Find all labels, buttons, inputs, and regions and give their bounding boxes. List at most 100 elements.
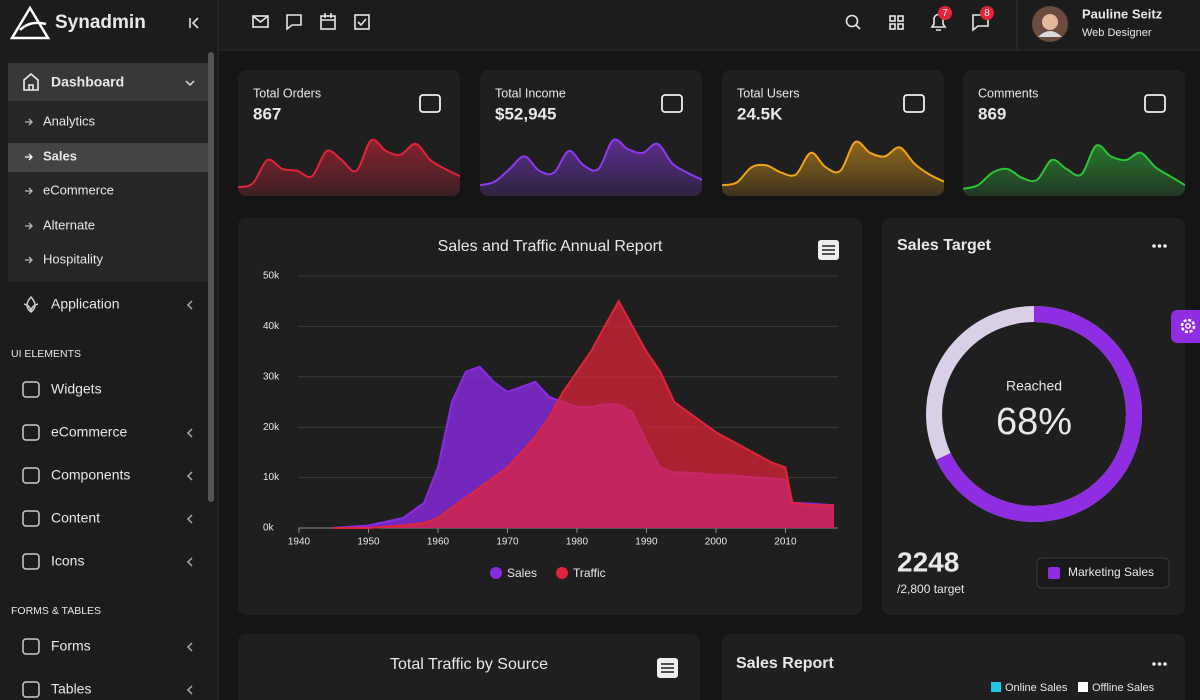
more-button[interactable] (1152, 244, 1167, 248)
sparkline (722, 140, 944, 196)
stat-icon (419, 94, 441, 113)
search-icon[interactable] (845, 14, 859, 28)
home-icon (23, 72, 39, 91)
arrow-icon (25, 256, 33, 264)
dot (1152, 662, 1156, 666)
menu-icon (22, 381, 40, 398)
gauge-value: 68% (996, 401, 1072, 443)
y-tick-label: 40k (263, 321, 280, 332)
menu-icon (22, 424, 40, 441)
menu-label[interactable]: Forms (51, 638, 91, 654)
apps-icon[interactable] (889, 15, 896, 22)
menu-label[interactable]: Components (51, 467, 130, 483)
area-line (333, 299, 835, 529)
chevron (185, 80, 195, 87)
submenu-label[interactable]: Sales (43, 148, 77, 163)
stat-icon (903, 94, 925, 113)
submenu-label[interactable]: Hospitality (43, 251, 103, 266)
arrow-icon (25, 222, 33, 230)
sparkline-area (963, 145, 1185, 196)
x-tick-label: 2000 (705, 537, 728, 548)
menu-active[interactable] (8, 63, 208, 101)
arrow-icon (25, 153, 33, 161)
menu-icon (22, 467, 40, 484)
badge (980, 6, 994, 20)
todo-check (357, 18, 367, 27)
stat-value: $52,945 (495, 104, 556, 123)
chat-icon[interactable] (286, 14, 302, 31)
scrollbar[interactable] (208, 52, 214, 502)
sparkline (480, 138, 702, 196)
apps-cell (897, 23, 904, 30)
menu-icon-lines (661, 663, 674, 673)
legend-button[interactable] (1036, 557, 1170, 589)
menu-label[interactable]: Application (51, 296, 120, 312)
x-tick-label: 1990 (635, 537, 658, 548)
chevron (186, 685, 193, 695)
chevron (186, 557, 193, 567)
collapse-button[interactable] (189, 17, 199, 29)
arrow-icon (25, 187, 33, 195)
sparkline (963, 144, 1185, 196)
submenu-label[interactable]: Analytics (43, 113, 96, 128)
legend-swatch (1048, 567, 1060, 579)
app-icon (23, 295, 39, 313)
dot (1163, 662, 1167, 666)
chevron (186, 428, 193, 438)
sparkline-line (238, 138, 460, 188)
legend-label: Offline Sales (1092, 682, 1155, 694)
menu-icon (22, 681, 40, 698)
apps-cell (897, 15, 904, 22)
menu-label[interactable]: Widgets (51, 381, 102, 397)
submenu-active[interactable] (8, 143, 208, 172)
dot (1157, 244, 1162, 248)
logo (9, 5, 51, 40)
chevron (186, 642, 193, 652)
stat-title: Total Users (737, 86, 800, 100)
sparkline-area (480, 139, 702, 196)
legend-marker (490, 567, 502, 579)
badge (938, 6, 952, 20)
todo-icon[interactable] (354, 14, 370, 30)
stat-title: Comments (978, 86, 1038, 100)
stat-value: 24.5K (737, 104, 783, 123)
menu-label[interactable]: Dashboard (51, 74, 124, 90)
menu-label[interactable]: eCommerce (51, 424, 127, 440)
gear-icon (1180, 318, 1196, 334)
apps-cell (889, 23, 896, 30)
sparkline-line (480, 138, 702, 187)
menu-label[interactable]: Tables (51, 681, 91, 697)
user-role: Web Designer (1082, 27, 1152, 39)
menu-icon[interactable] (818, 240, 839, 260)
card-title: Sales Report (736, 655, 834, 672)
stat-value: 869 (978, 104, 1006, 123)
menu-icon (22, 553, 40, 570)
user-name[interactable]: Pauline Seitz (1082, 6, 1163, 21)
gauge-arc (926, 306, 1142, 522)
menu-icon (22, 510, 40, 527)
mail-icon[interactable] (252, 15, 269, 28)
y-tick-label: 0k (263, 523, 275, 534)
report-card (722, 634, 1185, 700)
menu-icon (22, 638, 40, 655)
submenu-label[interactable]: Alternate (43, 217, 95, 232)
x-tick-label: 1950 (357, 537, 380, 548)
more-button[interactable] (1152, 662, 1167, 666)
menu-label[interactable]: Icons (51, 553, 84, 569)
stat-title: Total Orders (253, 86, 321, 100)
gear-hub (1185, 323, 1191, 329)
submenu-label[interactable]: eCommerce (43, 182, 114, 197)
notification-count: 7 (942, 8, 948, 19)
menu-icon-lines (822, 245, 835, 255)
x-tick-label: 1960 (427, 537, 450, 548)
legend-swatch (991, 682, 1001, 692)
sparkline-line (963, 144, 1185, 190)
legend-label: Online Sales (1005, 682, 1068, 694)
calendar-icon[interactable] (320, 15, 336, 30)
dot (1152, 244, 1156, 248)
menu-label[interactable]: Content (51, 510, 100, 526)
y-tick-label: 50k (263, 271, 280, 282)
y-tick-label: 30k (263, 371, 280, 382)
dot (1157, 662, 1162, 666)
